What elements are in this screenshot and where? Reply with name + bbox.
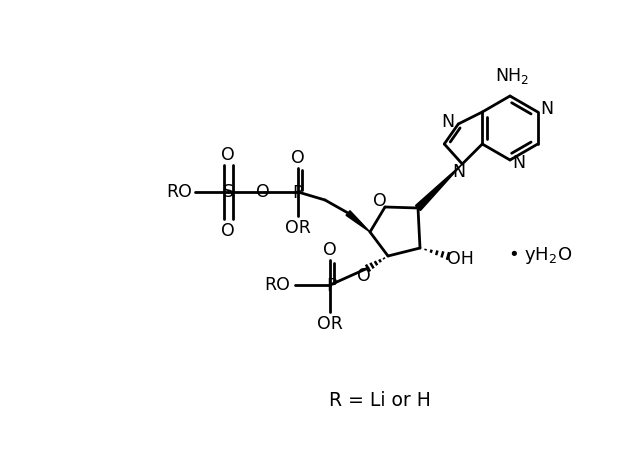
Text: • yH$_2$O: • yH$_2$O <box>508 244 572 265</box>
Polygon shape <box>415 164 462 211</box>
Text: N: N <box>452 163 466 181</box>
Text: RO: RO <box>166 183 192 201</box>
Text: NH$_2$: NH$_2$ <box>495 66 529 86</box>
Text: OR: OR <box>317 315 343 333</box>
Text: RO: RO <box>264 276 290 294</box>
Text: O: O <box>373 192 387 210</box>
Text: O: O <box>291 149 305 167</box>
Text: P: P <box>326 277 336 295</box>
Text: OR: OR <box>285 219 311 237</box>
Text: N: N <box>513 154 525 172</box>
Polygon shape <box>346 211 370 232</box>
Text: O: O <box>357 267 371 285</box>
Text: N: N <box>442 113 455 131</box>
Text: O: O <box>256 183 270 201</box>
Text: S: S <box>223 183 234 201</box>
Text: O: O <box>221 222 235 240</box>
Text: N: N <box>540 100 553 118</box>
Text: OH: OH <box>447 250 474 268</box>
Text: O: O <box>221 146 235 164</box>
Text: O: O <box>323 241 337 259</box>
Text: R = Li or H: R = Li or H <box>329 390 431 410</box>
Text: P: P <box>292 184 303 202</box>
